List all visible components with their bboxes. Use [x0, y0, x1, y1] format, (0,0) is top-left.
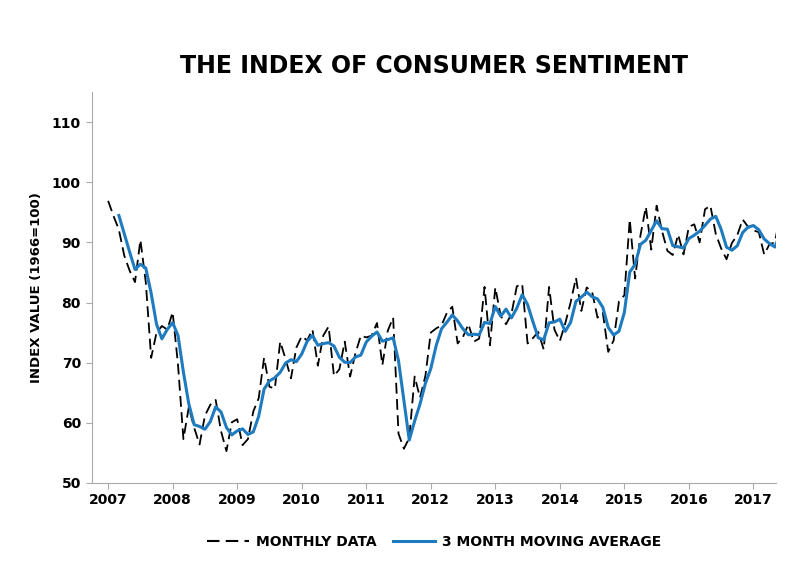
- Legend: MONTHLY DATA, 3 MONTH MOVING AVERAGE: MONTHLY DATA, 3 MONTH MOVING AVERAGE: [202, 529, 666, 554]
- Y-axis label: INDEX VALUE (1966=100): INDEX VALUE (1966=100): [30, 192, 43, 383]
- Title: THE INDEX OF CONSUMER SENTIMENT: THE INDEX OF CONSUMER SENTIMENT: [180, 53, 688, 78]
